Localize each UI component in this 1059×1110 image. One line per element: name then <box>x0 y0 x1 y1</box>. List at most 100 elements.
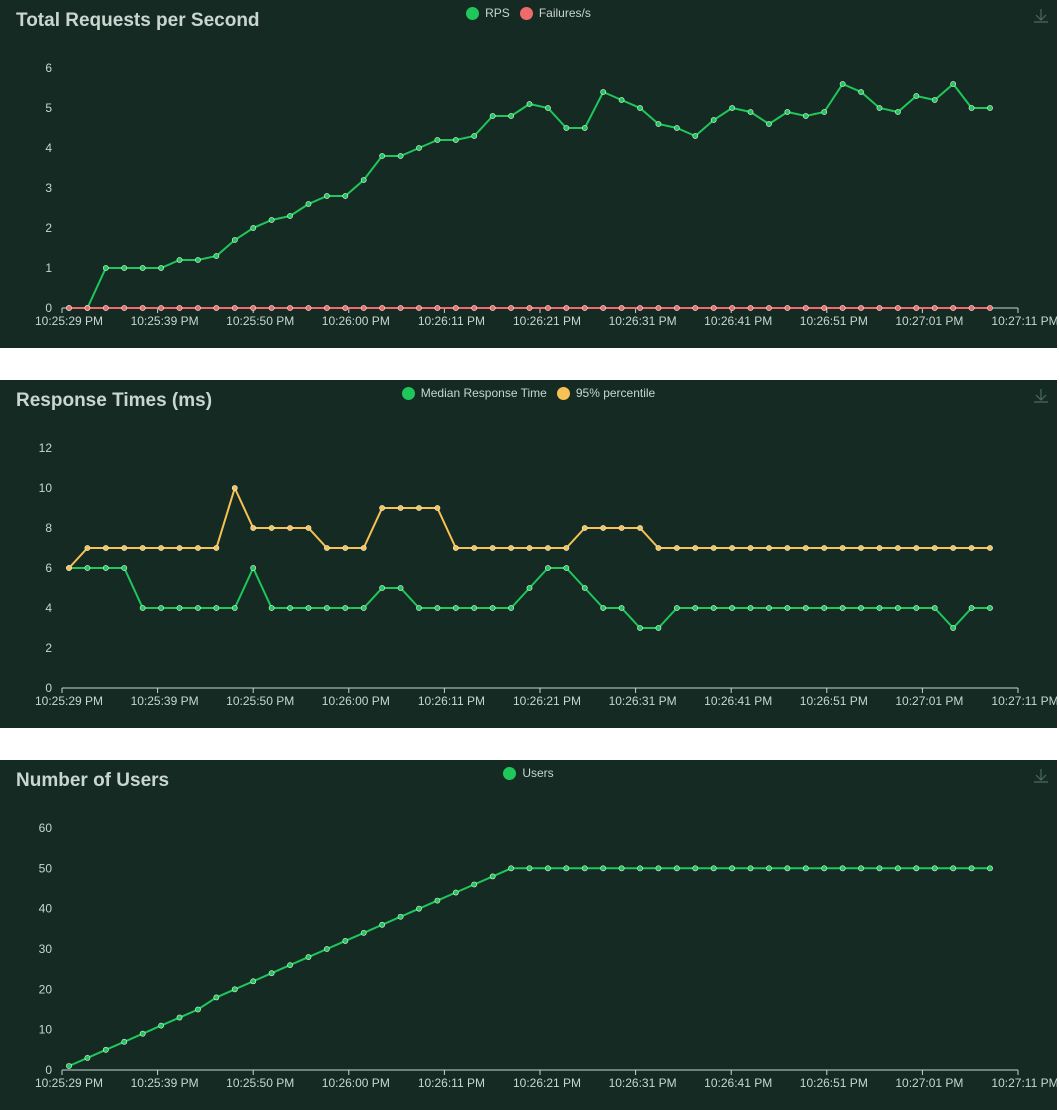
data-point <box>968 545 975 551</box>
chart-legend: RPS Failures/s <box>0 4 1057 22</box>
data-point <box>563 865 570 872</box>
data-point <box>84 305 91 311</box>
data-point <box>839 81 846 87</box>
data-point <box>213 605 220 611</box>
data-point <box>581 125 588 131</box>
legend-item-failures[interactable]: Failures/s <box>519 4 591 22</box>
data-point <box>287 962 293 969</box>
data-point <box>968 105 975 111</box>
x-tick-label: 10:26:00 PM <box>322 694 390 708</box>
data-point <box>802 545 809 551</box>
data-point <box>397 913 404 920</box>
data-point <box>747 305 754 311</box>
data-point <box>839 305 846 311</box>
data-point <box>895 545 901 551</box>
data-point <box>858 305 864 311</box>
data-point <box>121 265 128 271</box>
data-point <box>747 545 754 551</box>
data-point <box>839 545 846 551</box>
data-point <box>692 605 699 611</box>
data-point <box>673 125 680 131</box>
legend-item-p95[interactable]: 95% percentile <box>556 384 655 402</box>
data-point <box>821 865 828 872</box>
data-point <box>618 525 625 531</box>
data-point <box>600 605 607 611</box>
data-point <box>342 193 349 199</box>
data-point <box>950 81 957 87</box>
y-tick-label: 4 <box>45 601 52 615</box>
data-point <box>434 605 441 611</box>
data-point <box>213 253 220 259</box>
data-point <box>121 1038 128 1045</box>
download-icon[interactable] <box>1033 8 1049 24</box>
data-point <box>434 897 441 904</box>
x-tick-label: 10:26:00 PM <box>322 314 390 328</box>
x-tick-label: 10:25:50 PM <box>226 1076 294 1090</box>
x-tick-label: 10:25:29 PM <box>35 694 103 708</box>
data-point <box>637 865 643 872</box>
data-point <box>821 605 828 611</box>
data-point <box>987 305 993 311</box>
data-point <box>950 545 957 551</box>
y-tick-label: 2 <box>45 641 52 655</box>
download-icon[interactable] <box>1033 388 1049 404</box>
users-chart-panel: Number of Users Users 0 10 20 30 40 50 60 10:25… <box>0 760 1057 1110</box>
data-point <box>158 265 164 271</box>
x-tick-label: 10:26:41 PM <box>704 694 772 708</box>
data-point <box>250 525 257 531</box>
data-point <box>416 505 422 511</box>
data-point <box>508 305 514 311</box>
data-point <box>784 865 791 872</box>
data-point <box>968 865 975 872</box>
data-point <box>489 113 496 119</box>
data-point <box>287 305 293 311</box>
data-point <box>397 153 404 159</box>
chart-title: Response Times (ms) <box>16 390 213 411</box>
data-point <box>526 545 533 551</box>
data-point <box>766 545 772 551</box>
data-point <box>121 545 128 551</box>
data-point <box>360 929 367 936</box>
data-point <box>618 605 625 611</box>
legend-label: Median Response Time <box>420 386 547 400</box>
legend-label: Failures/s <box>538 6 591 20</box>
data-point <box>508 113 514 119</box>
data-point <box>802 305 809 311</box>
data-point <box>305 201 312 207</box>
data-point <box>508 865 514 872</box>
data-point <box>913 305 920 311</box>
chart-title: Total Requests per Second <box>16 10 260 31</box>
data-point <box>342 938 349 944</box>
data-point <box>102 545 109 551</box>
data-point <box>176 545 183 551</box>
data-point <box>471 133 478 139</box>
data-point <box>545 545 551 551</box>
data-point <box>397 305 404 311</box>
legend-item-users[interactable]: Users <box>503 764 554 782</box>
data-point <box>600 525 607 531</box>
data-point <box>987 545 993 551</box>
response-times-chart-panel: Response Times (ms) Median Response Time… <box>0 380 1057 728</box>
data-point <box>581 305 588 311</box>
data-point <box>729 105 736 111</box>
data-point <box>231 305 238 311</box>
y-tick-label: 6 <box>45 61 52 75</box>
chart-legend: Median Response Time 95% percentile <box>0 384 1057 402</box>
download-icon[interactable] <box>1033 768 1049 784</box>
data-point <box>158 1022 164 1029</box>
legend-item-rps[interactable]: RPS <box>466 4 510 22</box>
data-point <box>250 305 257 311</box>
data-point <box>416 905 422 912</box>
data-point <box>195 545 201 551</box>
legend-label: Users <box>522 766 554 780</box>
data-point <box>158 305 164 311</box>
data-point <box>250 225 257 231</box>
data-point <box>250 978 257 985</box>
legend-item-median[interactable]: Median Response Time <box>401 384 547 402</box>
rps-chart-panel: Total Requests per Second RPS Failures/s… <box>0 0 1057 348</box>
data-point <box>287 213 293 219</box>
x-tick-label: 10:25:50 PM <box>226 314 294 328</box>
data-point <box>416 305 422 311</box>
data-point <box>637 625 643 631</box>
data-point <box>158 605 164 611</box>
